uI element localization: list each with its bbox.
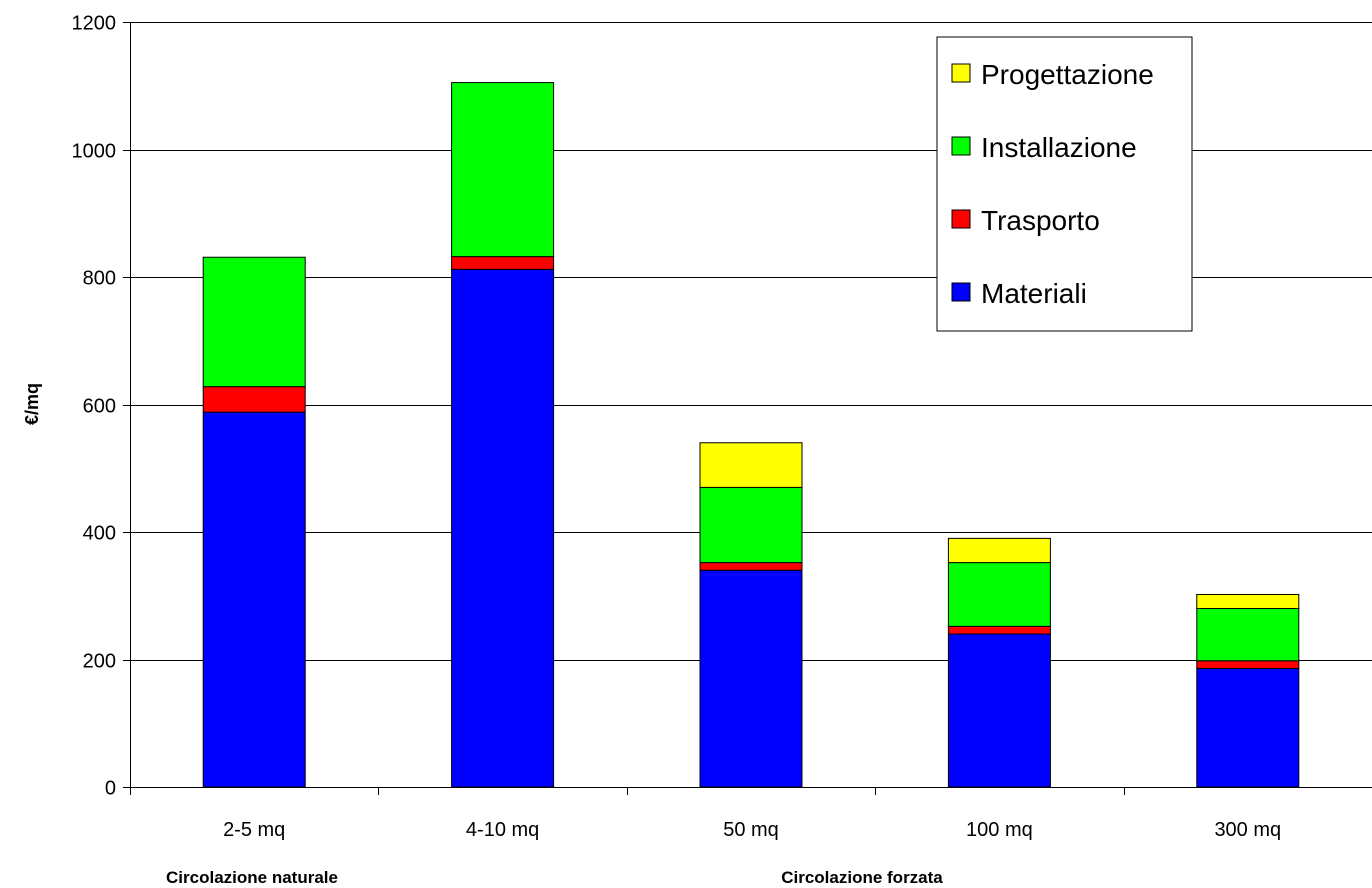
bar-segment-progettazione	[947, 537, 1051, 564]
bar-segment-trasporto	[699, 562, 803, 571]
legend-swatch-trasporto	[951, 209, 971, 229]
x-tick-label: 100 mq	[966, 819, 1033, 841]
x-tick-label: 50 mq	[723, 819, 779, 841]
group-label-natural: Circolazione naturale	[166, 868, 338, 887]
legend: Progettazione Installazione Trasporto Mater…	[936, 36, 1193, 332]
bar-segment-materiali	[202, 411, 306, 788]
x-tick-label: 2-5 mq	[223, 819, 285, 841]
legend-label-materiali: Materiali	[981, 278, 1087, 309]
bar-segment-trasporto	[202, 386, 306, 413]
y-tick-label: 1200	[72, 13, 117, 35]
bar-segment-installazione	[202, 256, 306, 388]
legend-swatch-progettazione	[951, 63, 971, 83]
bar-segment-installazione	[947, 562, 1051, 627]
bar-segment-installazione	[1196, 608, 1300, 662]
bar-segment-materiali	[1196, 667, 1300, 788]
axes	[123, 22, 1372, 795]
legend-swatch-installazione	[951, 136, 971, 156]
group-label-forced: Circolazione forzata	[781, 868, 943, 887]
bar-segment-progettazione	[1196, 593, 1300, 609]
y-tick-label: 800	[83, 268, 116, 290]
x-tick-label: 300 mq	[1214, 819, 1281, 841]
bar-segment-materiali	[451, 268, 555, 788]
axis-labels: 0 200 400 600 800 1000 1200 2-5 mq 4-10 mq 50 mq 1…	[72, 13, 1282, 842]
gridlines	[130, 22, 1372, 661]
bar-segment-progettazione	[699, 442, 803, 488]
bar-segment-installazione	[699, 486, 803, 564]
bar-segment-trasporto	[1196, 660, 1300, 669]
bar-segment-installazione	[451, 82, 555, 258]
y-tick-label: 400	[83, 523, 116, 545]
bars	[202, 82, 1300, 788]
y-tick-label: 600	[83, 396, 116, 418]
legend-label-installazione: Installazione	[981, 132, 1137, 163]
bar-segment-trasporto	[451, 256, 555, 270]
y-tick-label: 200	[83, 651, 116, 673]
legend-label-trasporto: Trasporto	[981, 205, 1100, 236]
bar-segment-materiali	[699, 569, 803, 788]
bar-segment-trasporto	[947, 625, 1051, 635]
y-axis-title: €/mq	[22, 383, 42, 425]
x-tick-label: 4-10 mq	[466, 819, 539, 841]
legend-box	[936, 36, 1193, 332]
bar-segment-materiali	[947, 633, 1051, 788]
y-tick-label: 0	[105, 778, 116, 800]
legend-swatch-materiali	[951, 282, 971, 302]
y-tick-label: 1000	[72, 141, 117, 163]
legend-label-progettazione: Progettazione	[981, 59, 1154, 90]
